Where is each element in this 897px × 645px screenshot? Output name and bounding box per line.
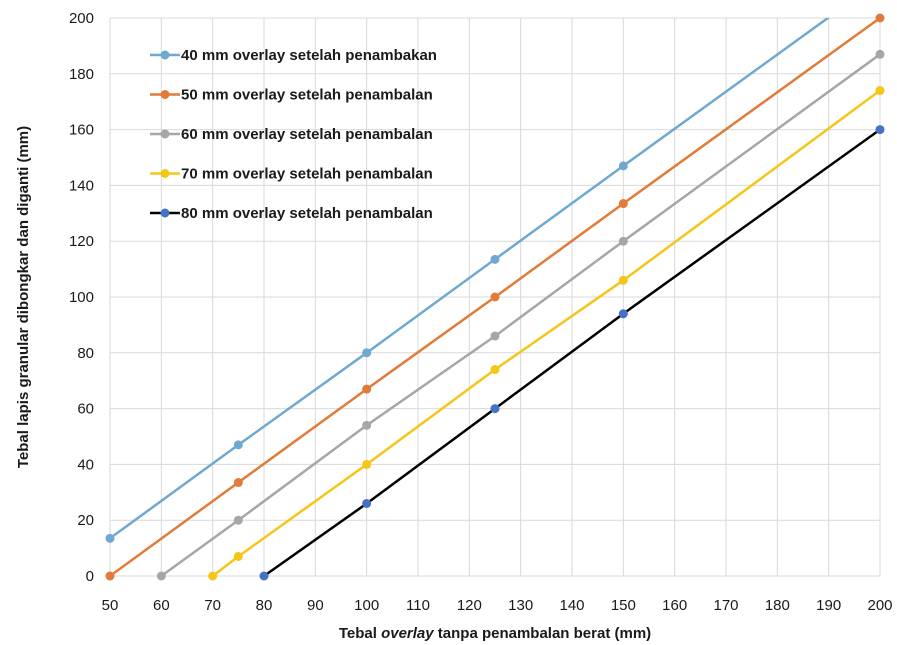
legend-label: 40 mm overlay setelah penambakan <box>181 47 437 64</box>
data-point <box>618 236 628 246</box>
data-point <box>156 571 166 581</box>
legend-item: 70 mm overlay setelah penambalan <box>150 166 433 183</box>
x-axis-tick-labels: 50 60 70 80 90 100 110 120 130 140 150 160 170 180 190… <box>102 597 893 614</box>
x-tick-label: 160 <box>662 597 687 614</box>
data-point <box>490 254 500 264</box>
data-point <box>362 384 372 394</box>
x-axis-title: Tebal overlay tanpa penambalan berat (mm… <box>339 625 651 642</box>
y-tick-label: 180 <box>69 66 94 83</box>
data-point <box>875 125 885 135</box>
x-tick-label: 140 <box>559 597 584 614</box>
legend-swatch-marker <box>160 208 170 218</box>
series-lines <box>110 18 880 576</box>
data-point <box>362 459 372 469</box>
y-axis-title: Tebal lapis granular dibongkar dan digan… <box>15 126 32 468</box>
x-tick-label: 110 <box>406 597 430 614</box>
legend-item: 40 mm overlay setelah penambakan <box>150 47 437 64</box>
data-point <box>105 571 115 581</box>
series-line-1 <box>110 18 830 540</box>
data-point <box>875 13 885 23</box>
data-point <box>490 365 500 375</box>
data-point <box>233 551 243 561</box>
data-point <box>490 331 500 341</box>
data-point <box>618 161 628 171</box>
series-line-4 <box>211 89 880 576</box>
data-point <box>490 404 500 414</box>
x-tick-label: 80 <box>256 597 273 614</box>
legend-item: 80 mm overlay setelah penambalan <box>150 205 433 222</box>
y-tick-label: 60 <box>77 401 94 418</box>
legend-item: 60 mm overlay setelah penambalan <box>150 126 433 143</box>
x-axis-title-italic: overlay <box>381 625 434 642</box>
legend-swatch-marker <box>160 169 170 178</box>
series-line-2 <box>110 18 880 576</box>
legend-label: 80 mm overlay setelah penambalan <box>181 205 433 222</box>
data-point <box>362 420 372 430</box>
y-tick-label: 200 <box>69 10 94 27</box>
data-point <box>490 292 500 302</box>
y-tick-label: 40 <box>77 456 94 473</box>
data-point <box>105 533 115 543</box>
x-tick-label: 150 <box>611 597 636 614</box>
legend-swatch-marker <box>160 50 170 60</box>
y-tick-label: 140 <box>69 177 94 194</box>
y-axis-tick-labels: 0 20 40 60 80 100 120 140 160 180 200 <box>69 10 94 585</box>
legend: 40 mm overlay setelah penambakan 50 mm ov… <box>150 47 437 222</box>
legend-swatch-marker <box>160 129 170 139</box>
data-point <box>618 275 628 285</box>
y-tick-label: 120 <box>69 233 94 250</box>
series-line-3 <box>160 53 880 576</box>
gridlines <box>109 17 881 577</box>
data-point <box>875 49 885 59</box>
x-tick-label: 170 <box>713 597 738 614</box>
x-tick-label: 50 <box>102 597 119 614</box>
legend-label: 70 mm overlay setelah penambalan <box>181 166 433 183</box>
data-point <box>618 199 628 209</box>
x-tick-label: 120 <box>457 597 482 614</box>
data-point <box>618 309 628 319</box>
y-tick-label: 160 <box>69 122 94 139</box>
x-axis-title-part: tanpa penambalan berat (mm) <box>434 625 652 642</box>
x-tick-label: 90 <box>307 597 324 614</box>
data-point <box>233 515 243 525</box>
data-point <box>362 498 372 508</box>
data-point <box>875 86 885 96</box>
x-axis-title-part: Tebal <box>339 625 381 642</box>
y-tick-label: 100 <box>69 289 94 306</box>
x-tick-label: 180 <box>765 597 790 614</box>
y-tick-label: 80 <box>77 345 94 362</box>
x-tick-label: 70 <box>204 597 221 614</box>
x-tick-label: 100 <box>354 597 379 614</box>
data-point <box>233 440 243 450</box>
legend-label: 60 mm overlay setelah penambalan <box>181 126 433 143</box>
x-tick-label: 200 <box>867 597 892 614</box>
legend-label: 50 mm overlay setelah penambalan <box>181 87 433 104</box>
data-point <box>233 478 243 488</box>
x-tick-label: 130 <box>508 597 533 614</box>
legend-swatch-marker <box>160 90 170 99</box>
series-markers <box>105 13 885 581</box>
legend-item: 50 mm overlay setelah penambalan <box>150 87 433 104</box>
data-point <box>259 571 269 581</box>
data-point <box>362 348 372 358</box>
y-tick-label: 0 <box>86 568 94 585</box>
x-tick-label: 60 <box>153 597 170 614</box>
x-tick-label: 190 <box>816 597 841 614</box>
y-tick-label: 20 <box>77 512 94 529</box>
data-point <box>208 571 218 581</box>
